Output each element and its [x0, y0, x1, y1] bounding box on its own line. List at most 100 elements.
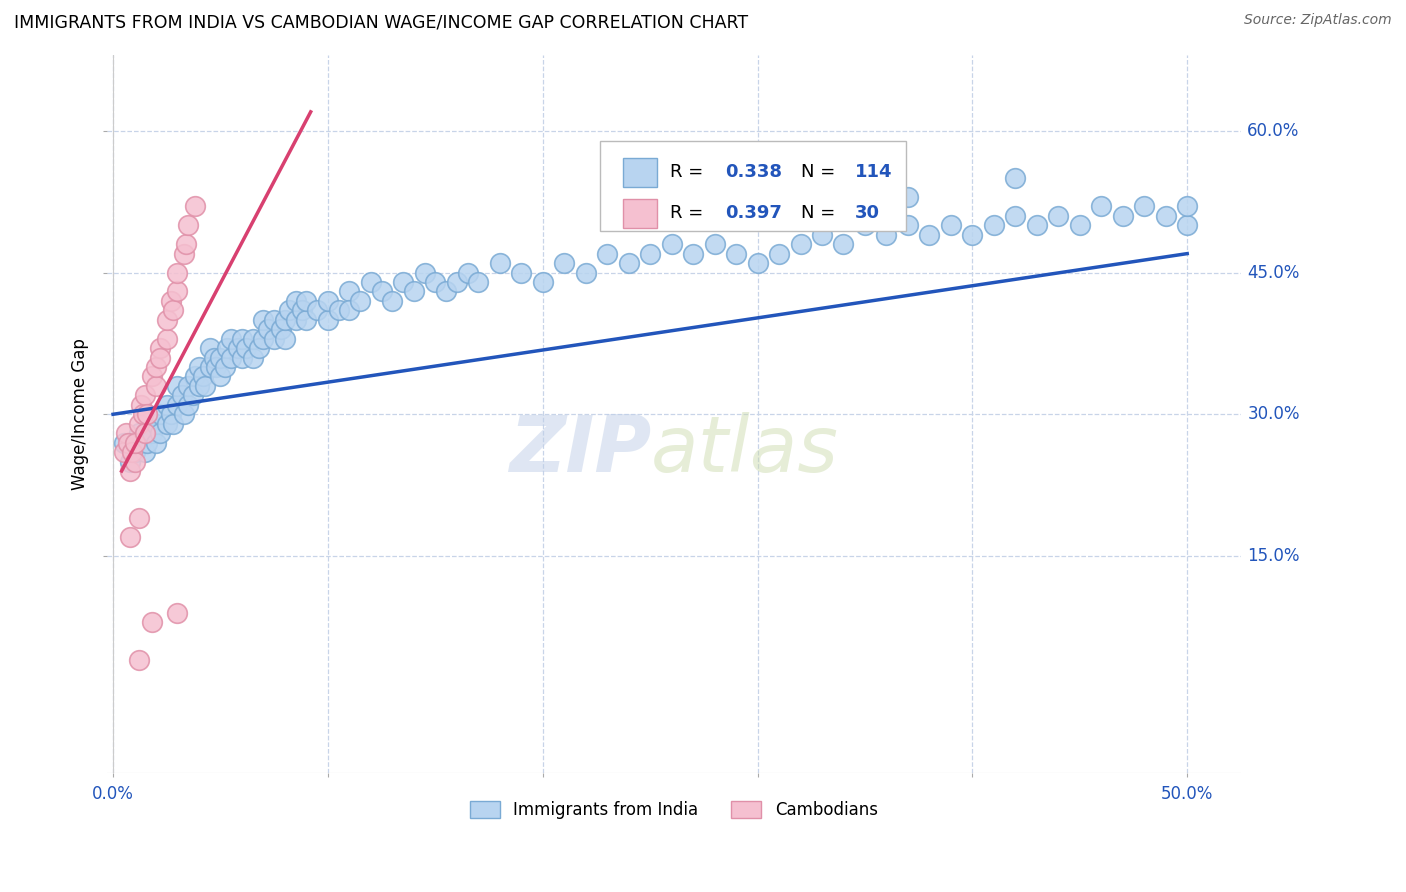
Point — [202, 351, 225, 365]
Point — [510, 266, 533, 280]
Point — [177, 379, 200, 393]
Point — [166, 285, 188, 299]
Point — [1090, 199, 1112, 213]
Text: N =: N = — [801, 163, 841, 181]
Point — [115, 426, 138, 441]
Y-axis label: Wage/Income Gap: Wage/Income Gap — [72, 338, 89, 491]
Point — [134, 426, 156, 441]
Point — [617, 256, 640, 270]
Point — [983, 219, 1005, 233]
Point — [205, 359, 228, 374]
Point — [1069, 219, 1091, 233]
Point — [1004, 209, 1026, 223]
Point — [337, 303, 360, 318]
Point — [1047, 209, 1070, 223]
Point — [128, 511, 150, 525]
Point — [194, 379, 217, 393]
Text: 30.0%: 30.0% — [1247, 405, 1301, 424]
Text: R =: R = — [671, 163, 710, 181]
Point — [875, 227, 897, 242]
Point — [141, 615, 163, 630]
Point — [209, 369, 232, 384]
Point — [136, 407, 159, 421]
Point — [328, 303, 350, 318]
Text: atlas: atlas — [651, 412, 839, 488]
Point — [596, 246, 619, 260]
Point — [160, 407, 183, 421]
Point — [198, 359, 221, 374]
Point — [141, 426, 163, 441]
Point — [307, 303, 329, 318]
Text: 45.0%: 45.0% — [1247, 263, 1299, 282]
Point — [156, 398, 179, 412]
Point — [181, 388, 204, 402]
Point — [939, 219, 962, 233]
Point — [575, 266, 598, 280]
Point — [121, 445, 143, 459]
Point — [531, 275, 554, 289]
Point — [134, 426, 156, 441]
Point — [226, 341, 249, 355]
Point — [962, 227, 984, 242]
Text: Source: ZipAtlas.com: Source: ZipAtlas.com — [1244, 13, 1392, 28]
Point — [1004, 171, 1026, 186]
Point — [219, 351, 242, 365]
Text: 15.0%: 15.0% — [1247, 547, 1301, 565]
Point — [162, 303, 184, 318]
Text: 30: 30 — [855, 204, 880, 222]
Point — [166, 606, 188, 620]
Point — [166, 379, 188, 393]
Point — [193, 369, 215, 384]
Point — [291, 303, 314, 318]
Point — [263, 332, 285, 346]
Point — [188, 379, 211, 393]
Point — [219, 332, 242, 346]
Point — [235, 341, 257, 355]
Point — [295, 293, 318, 308]
Text: 114: 114 — [855, 163, 893, 181]
Point — [832, 237, 855, 252]
Point — [897, 219, 920, 233]
Point — [156, 332, 179, 346]
Text: ZIP: ZIP — [509, 412, 651, 488]
Text: 0.397: 0.397 — [725, 204, 782, 222]
Point — [132, 407, 155, 421]
Point — [488, 256, 510, 270]
Point — [128, 653, 150, 667]
Point — [136, 435, 159, 450]
Point — [1025, 219, 1047, 233]
Point — [128, 417, 150, 431]
Point — [274, 332, 297, 346]
Point — [145, 435, 167, 450]
Point — [1154, 209, 1177, 223]
Point — [725, 246, 748, 260]
Point — [1133, 199, 1156, 213]
Point — [446, 275, 468, 289]
Point — [256, 322, 278, 336]
Point — [747, 256, 769, 270]
Point — [145, 359, 167, 374]
Point — [402, 285, 425, 299]
Text: 60.0%: 60.0% — [1247, 121, 1299, 140]
Point — [120, 464, 142, 478]
Point — [263, 312, 285, 326]
Point — [166, 398, 188, 412]
Point — [252, 312, 274, 326]
Point — [284, 312, 307, 326]
Text: R =: R = — [671, 204, 710, 222]
Point — [149, 426, 172, 441]
Point — [467, 275, 489, 289]
Point — [457, 266, 479, 280]
Point — [638, 246, 661, 260]
Point — [120, 454, 142, 468]
Point — [811, 227, 834, 242]
Point — [703, 237, 725, 252]
Point — [145, 379, 167, 393]
Point — [156, 417, 179, 431]
Point — [425, 275, 447, 289]
Point — [166, 266, 188, 280]
Point — [918, 227, 941, 242]
Point — [124, 445, 146, 459]
Point — [145, 417, 167, 431]
Point — [129, 435, 152, 450]
